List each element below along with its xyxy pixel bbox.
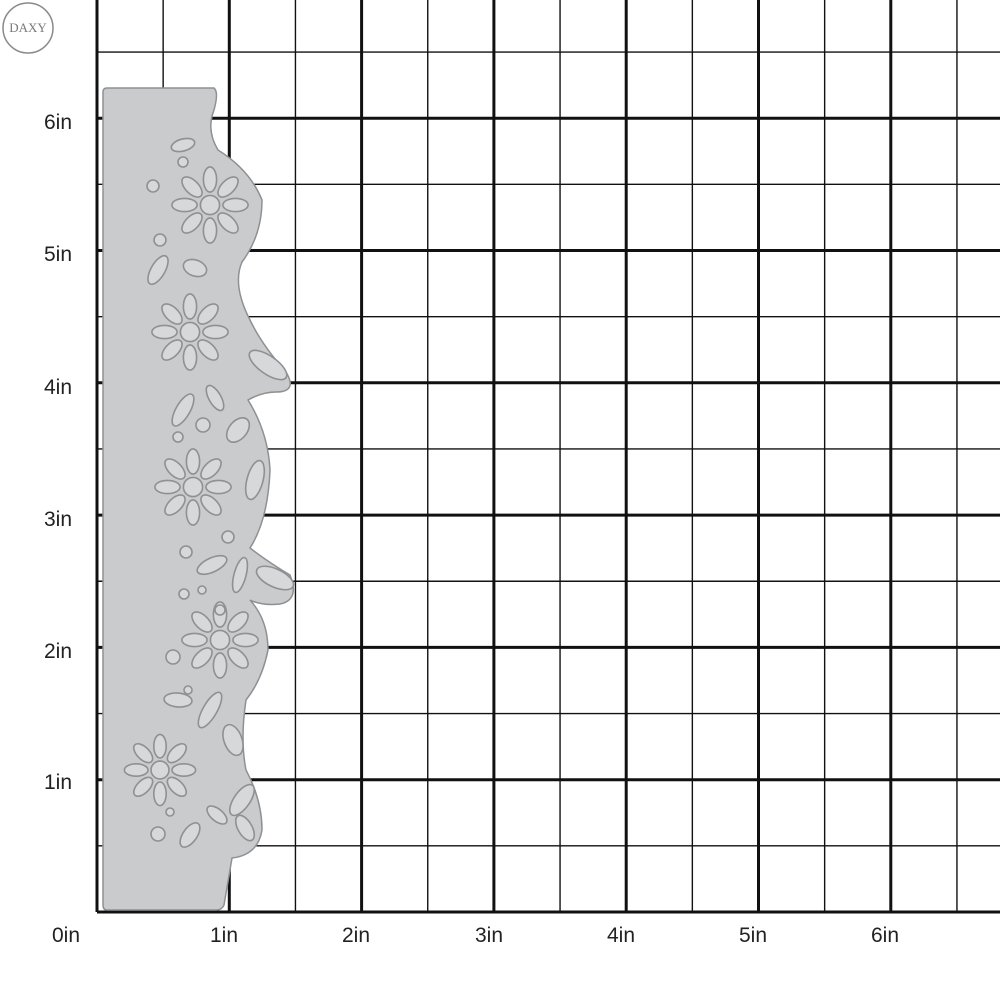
- y-axis-label-2in: 2in: [44, 640, 73, 663]
- y-axis-label-6in: 6in: [44, 111, 73, 134]
- flower-petal: [171, 197, 198, 213]
- flower-petal: [202, 166, 218, 193]
- watermark-text: DAXY: [9, 20, 47, 35]
- x-axis-label-4in: 4in: [607, 924, 636, 947]
- flower-petal: [212, 652, 228, 679]
- dot-cutout: [179, 545, 193, 559]
- flower-petal: [191, 611, 213, 633]
- x-axis-label-6in: 6in: [871, 924, 900, 947]
- y-axis-label-3in: 3in: [44, 508, 73, 531]
- origin-label-0in: 0in: [52, 924, 81, 947]
- flower-petal: [222, 197, 249, 213]
- y-axis-label-5in: 5in: [44, 243, 73, 266]
- flower-petal: [205, 479, 232, 495]
- flower-petal: [181, 632, 208, 648]
- flower-petal: [181, 212, 203, 234]
- leaf-cutout: [255, 565, 295, 591]
- y-axis-label-1in: 1in: [44, 771, 73, 794]
- leaf-cutout: [147, 254, 169, 286]
- dot-cutout: [177, 156, 189, 168]
- flower-center: [199, 194, 221, 216]
- dot-cutout: [221, 530, 235, 544]
- leaf-cutout: [206, 805, 228, 825]
- flower-petal: [182, 344, 198, 371]
- flower-petal: [153, 781, 168, 807]
- dot-cutout: [165, 807, 175, 817]
- flower-petal: [123, 763, 149, 778]
- flower-petal: [152, 733, 167, 759]
- flower-petal: [132, 742, 154, 764]
- dot-cutout: [153, 233, 167, 247]
- dot-cutout: [172, 431, 184, 443]
- dot-cutout: [178, 588, 190, 600]
- flower-petal: [185, 499, 201, 526]
- flower-petal: [151, 324, 178, 340]
- flower-petal: [202, 217, 218, 244]
- leaf-cutout: [248, 349, 288, 381]
- cutting-die: [102, 87, 295, 911]
- flower-petal: [217, 176, 239, 198]
- flower-petal: [197, 303, 219, 325]
- leaf-cutout: [234, 814, 256, 842]
- dot-cutout: [214, 604, 226, 616]
- x-axis-label-5in: 5in: [739, 924, 768, 947]
- dot-cutout: [146, 179, 160, 193]
- leaf-cutout: [182, 258, 208, 278]
- x-axis-label-2in: 2in: [342, 924, 371, 947]
- flower-petal: [202, 324, 229, 340]
- floral-cutouts: [123, 137, 295, 848]
- flower-petal: [132, 776, 154, 798]
- dot-cutout: [197, 585, 207, 595]
- x-axis-label-1in: 1in: [210, 924, 239, 947]
- flower-petal: [171, 762, 197, 777]
- flower-petal: [154, 479, 181, 495]
- y-axis-label-4in: 4in: [44, 376, 73, 399]
- leaf-cutout: [222, 723, 244, 757]
- flower-petal: [197, 339, 219, 361]
- leaf-cutout: [197, 691, 223, 729]
- leaf-cutout: [244, 459, 266, 501]
- leaf-cutout: [163, 692, 193, 708]
- flower-petal: [161, 339, 183, 361]
- flower-petal: [161, 303, 183, 325]
- flower-petal: [217, 212, 239, 234]
- flower-petal: [166, 776, 188, 798]
- x-axis-label-3in: 3in: [475, 924, 504, 947]
- flower-center: [179, 321, 201, 343]
- flower-petal: [166, 742, 188, 764]
- flower-petal: [227, 647, 249, 669]
- dot-cutout: [183, 685, 193, 695]
- leaf-cutout: [225, 417, 251, 443]
- leaf-cutout: [231, 556, 249, 594]
- flower-petal: [200, 458, 222, 480]
- dot-cutout: [150, 826, 166, 842]
- dot-cutout: [195, 417, 211, 433]
- leaf-cutout: [170, 137, 196, 153]
- flower-petal: [185, 448, 201, 475]
- leaf-cutout: [179, 822, 201, 848]
- grid-lines: [95, 0, 1000, 914]
- leaf-cutout: [196, 554, 228, 576]
- leaf-cutout: [205, 384, 225, 412]
- flower-petal: [232, 632, 259, 648]
- leaf-cutout: [171, 393, 195, 427]
- dot-cutout: [165, 649, 181, 665]
- flower-petal: [181, 176, 203, 198]
- flower-petal: [191, 647, 213, 669]
- flower-petal: [164, 494, 186, 516]
- die-plate: [102, 87, 295, 911]
- watermark-logo: DAXY: [2, 2, 54, 54]
- flower-center: [209, 629, 231, 651]
- flower-center: [150, 760, 170, 780]
- flower-petal: [200, 494, 222, 516]
- flower-petal: [227, 611, 249, 633]
- leaf-cutout: [228, 783, 256, 817]
- flower-petal: [164, 458, 186, 480]
- flower-petal: [182, 293, 198, 320]
- flower-center: [182, 476, 204, 498]
